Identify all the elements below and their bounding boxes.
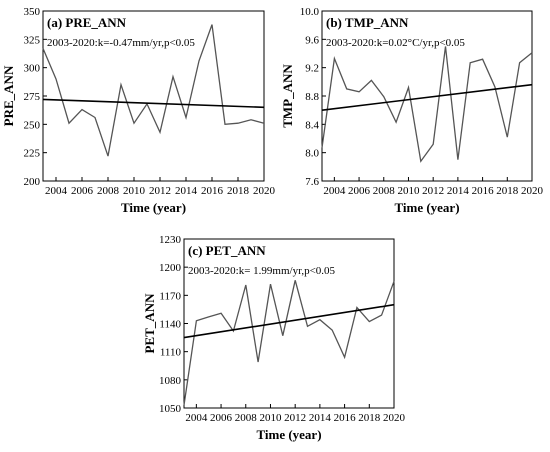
x-tick-label: 2006 [348,185,371,197]
x-tick-label: 2010 [397,185,420,197]
x-tick-label: 2012 [422,185,444,197]
series-line [42,24,265,157]
x-tick-label: 2006 [71,185,94,197]
y-tick-label: 7.6 [305,176,319,188]
x-tick-label: 2008 [97,185,120,197]
y-tick-label: 250 [24,119,41,131]
y-tick-label: 225 [24,148,41,160]
trend-line [321,83,533,111]
panel-title: (b) TMP_ANN [326,15,409,30]
x-tick-label: 2004 [323,185,346,197]
y-tick-label: 1200 [159,262,182,274]
y-tick-label: 1230 [159,234,182,246]
x-tick-label: 2016 [334,412,357,424]
x-axis-label: Time (year) [256,427,321,442]
x-tick-label: 2008 [235,412,258,424]
x-axis-label: Time (year) [394,200,459,215]
x-tick-label: 2020 [253,185,276,197]
x-tick-label: 2018 [496,185,519,197]
x-tick-label: 2004 [185,412,208,424]
x-tick-label: 2012 [149,185,171,197]
x-tick-label: 2010 [123,185,146,197]
y-tick-label: 300 [24,63,41,75]
y-tick-label: 350 [24,6,41,18]
trend-annotation: 2003-2020:k=0.02°C/yr,p<0.05 [326,37,465,49]
panel-a: (a) PRE_ANN 2003-2020:k=-0.47mm/yr,p<0.0… [1,6,276,215]
panel-c: (c) PET_ANN 2003-2020:k= 1.99mm/yr,p<0.0… [142,234,406,442]
x-tick-label: 2004 [45,185,68,197]
panel-b: (b) TMP_ANN 2003-2020:k=0.02°C/yr,p<0.05… [280,6,544,215]
x-tick-label: 2014 [309,412,332,424]
y-tick-label: 1080 [159,375,182,387]
x-tick-label: 2012 [284,412,306,424]
y-axis-label: PRE_ANN [1,65,16,126]
y-tick-label: 8.0 [305,148,319,160]
x-tick-label: 2006 [210,412,233,424]
panel-title: (c) PET_ANN [188,243,266,258]
x-tick-label: 2020 [521,185,544,197]
x-tick-label: 2016 [201,185,224,197]
x-tick-label: 2018 [227,185,250,197]
y-tick-label: 325 [24,34,41,46]
series-line [183,280,395,406]
y-tick-label: 200 [24,176,41,188]
y-tick-label: 1110 [160,347,182,359]
x-tick-label: 2016 [472,185,495,197]
x-tick-label: 2018 [358,412,381,424]
y-tick-label: 275 [24,91,41,103]
y-tick-label: 1170 [159,290,181,302]
y-tick-label: 1050 [159,403,182,415]
x-tick-label: 2020 [383,412,406,424]
y-axis-label: PET_ANN [142,293,157,354]
y-tick-label: 9.2 [305,63,319,75]
y-tick-label: 1140 [159,319,181,331]
series-line [321,46,533,163]
x-tick-label: 2014 [447,185,470,197]
y-tick-label: 9.6 [305,34,319,46]
y-axis-label: TMP_ANN [280,64,295,128]
x-tick-label: 2014 [175,185,198,197]
x-tick-label: 2008 [373,185,396,197]
trend-line [42,98,265,109]
x-axis-label: Time (year) [121,200,186,215]
panel-title: (a) PRE_ANN [47,15,127,30]
x-tick-label: 2010 [259,412,282,424]
y-tick-label: 10.0 [300,6,320,18]
y-tick-label: 8.4 [305,119,319,131]
trend-line [183,303,395,339]
trend-annotation: 2003-2020:k= 1.99mm/yr,p<0.05 [188,265,336,277]
trend-annotation: 2003-2020:k=-0.47mm/yr,p<0.05 [47,37,195,49]
y-tick-label: 8.8 [305,91,319,103]
